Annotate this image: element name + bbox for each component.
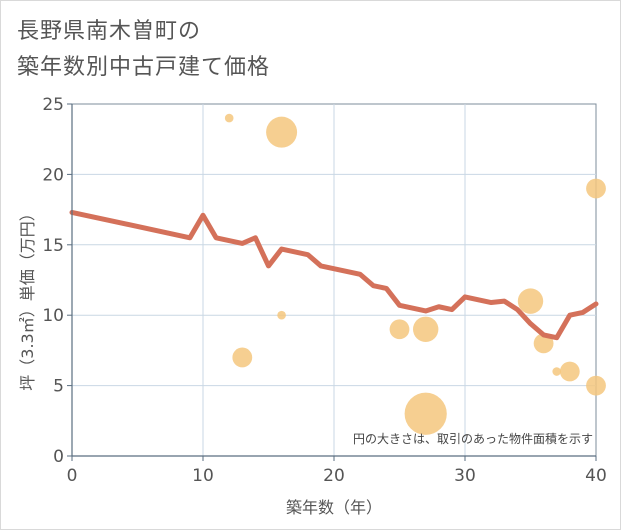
scatter-point: [404, 392, 447, 435]
x-tick-label: 0: [67, 466, 78, 486]
x-tick-label: 40: [585, 466, 607, 486]
scatter-point: [552, 367, 561, 376]
y-tick-label: 25: [42, 95, 64, 115]
y-tick-label: 0: [53, 447, 64, 467]
chart-title-line2: 築年数別中古戸建て価格: [17, 55, 271, 80]
scatter-point: [413, 316, 439, 342]
average-price-line: [69, 209, 599, 341]
scatter-point: [586, 375, 606, 396]
y-tick-label: 15: [42, 236, 64, 256]
scatter-point: [389, 319, 410, 340]
y-tick-label: 5: [53, 377, 64, 397]
chart-title: 長野県南木曽町の 築年数別中古戸建て価格: [17, 14, 270, 86]
bubble-layer: [224, 113, 606, 435]
x-tick-label: 10: [192, 466, 214, 486]
grid-layer: [72, 104, 596, 456]
y-axis-label: 坪（3.3㎡）単価（万円）: [18, 205, 37, 390]
line-layer: [69, 209, 599, 341]
tick-layer: 0 10 20 30 40 0 5 10 15 20 25: [42, 95, 606, 486]
scatter-point: [517, 288, 544, 314]
scatter-point: [586, 178, 606, 199]
scatter-point: [559, 361, 580, 382]
x-axis-label: 築年数（年）: [286, 498, 382, 517]
chart-annotation: 円の大きさは、取引のあった物件面積を示す: [353, 431, 593, 446]
scatter-point: [266, 116, 298, 148]
y-tick-label: 20: [42, 165, 64, 185]
scatter-point: [224, 113, 234, 123]
chart-title-line1: 長野県南木曽町の: [17, 19, 202, 44]
x-tick-label: 30: [454, 466, 476, 486]
scatter-point: [277, 310, 286, 320]
y-tick-label: 10: [42, 306, 64, 326]
x-tick-label: 20: [323, 466, 345, 486]
scatter-point: [232, 347, 253, 368]
